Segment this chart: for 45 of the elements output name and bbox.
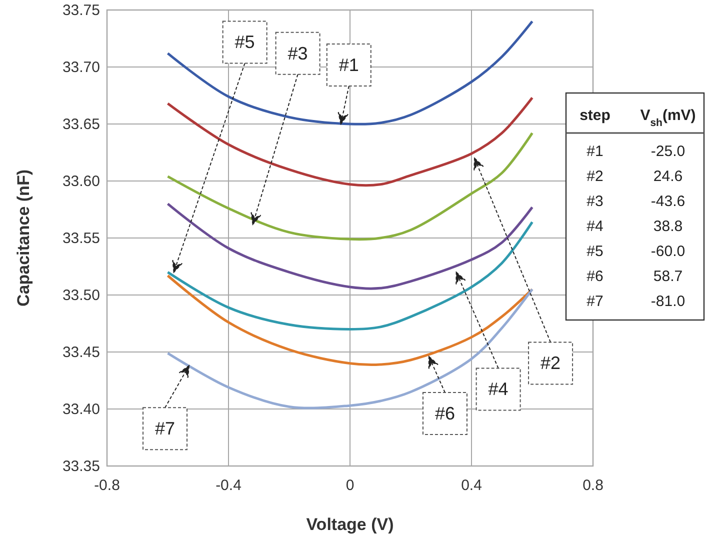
text: -43.6 bbox=[650, 193, 686, 210]
y-tick-label: 33.35 bbox=[62, 458, 100, 475]
x-tick-label: 0 bbox=[346, 477, 354, 494]
annotation: #6 bbox=[586, 268, 604, 285]
line-series bbox=[166, 20, 534, 126]
line-series bbox=[166, 132, 534, 241]
text: -81.0 bbox=[650, 293, 686, 310]
line-series bbox=[166, 96, 534, 187]
y-tick-label: 33.65 bbox=[62, 116, 100, 133]
x-axis-title: Voltage (V) bbox=[306, 515, 394, 534]
x-tick-label: -0.8 bbox=[94, 477, 120, 494]
x-tick-label: 0.4 bbox=[461, 477, 482, 494]
x-tick-label: -0.4 bbox=[216, 477, 242, 494]
y-tick-label: 33.40 bbox=[62, 401, 100, 418]
text: V$_{sh}$(mV) bbox=[640, 107, 696, 129]
line-series bbox=[166, 202, 534, 290]
text: -60.0 bbox=[650, 243, 686, 260]
text: 38.8 bbox=[653, 218, 683, 235]
annotation: #3 bbox=[288, 43, 308, 64]
annotation: #5 bbox=[234, 32, 255, 52]
annotation: #4 bbox=[586, 218, 604, 235]
annotation: #4 bbox=[488, 379, 508, 400]
annotation: #7 bbox=[586, 293, 604, 310]
annotation: step bbox=[580, 107, 610, 124]
annotation: #1 bbox=[586, 143, 604, 160]
y-tick-label: 33.70 bbox=[62, 59, 100, 76]
y-axis-title: Capacitance (nF) bbox=[14, 170, 33, 306]
line-series bbox=[166, 220, 534, 330]
y-tick-label: 33.45 bbox=[62, 344, 100, 361]
y-tick-label: 33.60 bbox=[62, 173, 100, 190]
text: 24.6 bbox=[653, 168, 683, 185]
text: -25.0 bbox=[650, 143, 686, 160]
annotation: #3 bbox=[586, 193, 604, 210]
annotation: #2 bbox=[586, 168, 604, 185]
annotation: #1 bbox=[338, 55, 359, 75]
annotation: #7 bbox=[154, 418, 176, 439]
annotation: #2 bbox=[540, 353, 561, 374]
line-series bbox=[166, 274, 534, 366]
y-tick-label: 33.75 bbox=[62, 2, 100, 19]
annotation: #5 bbox=[586, 243, 604, 260]
y-tick-label: 33.55 bbox=[62, 230, 100, 247]
x-tick-label: 0.8 bbox=[582, 477, 604, 494]
text: 58.7 bbox=[653, 268, 683, 285]
annotation: #6 bbox=[434, 404, 455, 424]
y-tick-label: 33.50 bbox=[62, 287, 100, 304]
